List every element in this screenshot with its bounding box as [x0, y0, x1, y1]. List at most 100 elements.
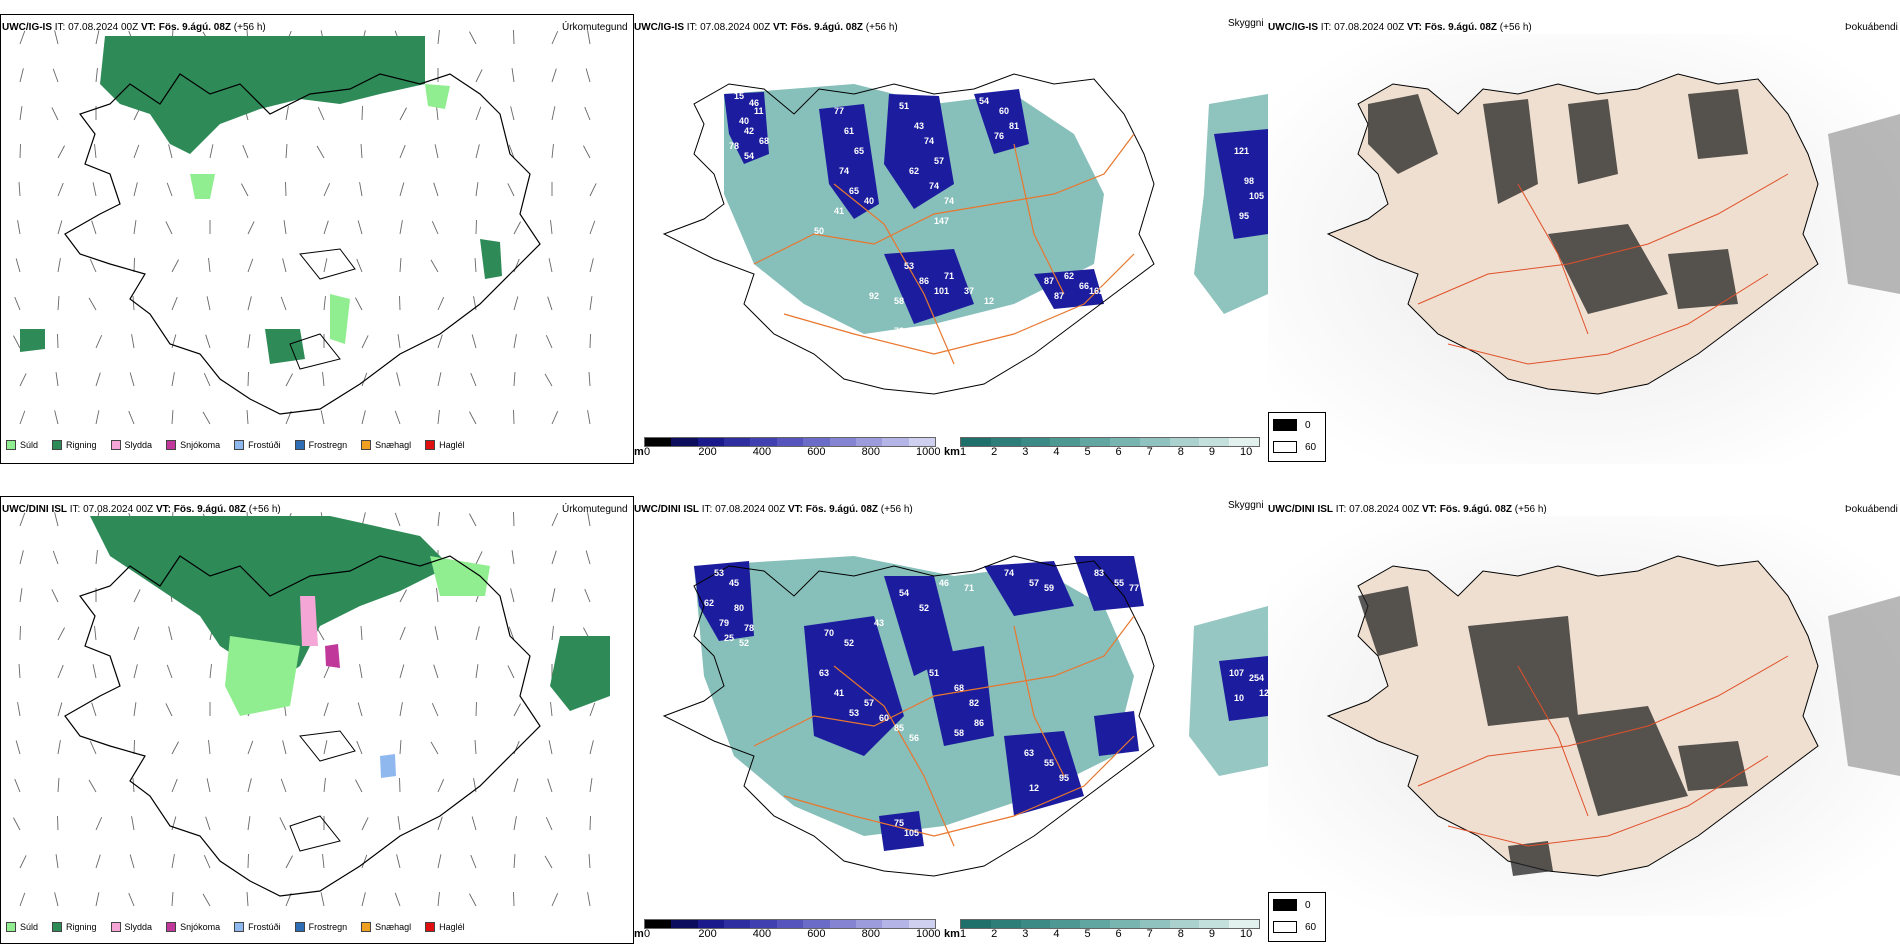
legend-item: Frostregn	[294, 440, 347, 450]
wind-barb	[475, 69, 483, 83]
colorbar-segment	[1050, 438, 1081, 446]
wind-barb	[13, 817, 21, 831]
wind-barb	[436, 588, 439, 603]
cloud-base-value: 61	[844, 126, 854, 136]
wind-barb	[513, 816, 517, 831]
cloud-base-value: 105	[1249, 191, 1264, 201]
legend-swatch	[361, 440, 372, 450]
colorbar-segment	[1199, 438, 1230, 446]
cloud-base-unit-top: m	[634, 446, 644, 458]
iceland-coastline	[662, 73, 1155, 395]
glacier-outline	[289, 333, 341, 370]
wind-barb	[585, 550, 591, 565]
wind-barb	[357, 702, 363, 717]
wind-barb	[95, 335, 103, 349]
cloud-base-value: 71	[964, 583, 974, 593]
wind-barb	[544, 855, 553, 869]
cloud-base-value: 55	[1044, 758, 1054, 768]
cloud-base-value: 74	[929, 181, 939, 191]
wind-barb	[133, 220, 137, 235]
wind-barb	[57, 258, 61, 273]
cloud-base-value: 87	[1044, 276, 1054, 286]
wind-barb	[57, 296, 60, 311]
wind-barb	[588, 372, 591, 387]
wind-barb	[242, 144, 249, 159]
cloud-base-ticks-top: 0 200 400 600 800 1000	[644, 446, 940, 460]
cloud-base-value: 60	[999, 106, 1009, 116]
wind-barb	[322, 854, 325, 869]
precip-type-tag-top: Úrkomutegund	[562, 22, 628, 33]
cloud-base-value: 79	[719, 618, 729, 628]
legend-swatch	[234, 440, 245, 450]
colorbar-segment	[882, 920, 909, 928]
wind-barb	[171, 334, 177, 349]
wind-barb	[551, 144, 554, 159]
wind-barb	[133, 664, 138, 679]
wind-barb	[203, 855, 211, 869]
wind-barb	[18, 664, 21, 679]
wind-barb	[166, 664, 173, 679]
legend-label: Snjókoma	[180, 440, 221, 450]
cloud-base-value: 46	[749, 98, 759, 108]
legend-item: Slydda	[110, 440, 153, 450]
legend-label: Haglél	[439, 922, 465, 932]
wind-barb	[13, 335, 21, 349]
panel-title-cloud-bottom: UWC/DINI ISL IT: 07.08.2024 00Z VT: Fös.…	[634, 504, 913, 515]
wind-barb	[475, 144, 480, 159]
legend-item: Snjókoma	[166, 440, 220, 450]
wind-barb	[15, 740, 21, 755]
wind-barb	[513, 372, 516, 387]
wind-barb	[95, 854, 101, 869]
cloud-base-area	[1034, 269, 1104, 309]
wind-barb	[241, 183, 249, 197]
colorbar-segment	[1229, 920, 1259, 928]
wind-barb	[436, 106, 439, 121]
cloud-base-value: 87	[1054, 291, 1064, 301]
cloud-base-value: 59	[1044, 583, 1054, 593]
wind-barb	[551, 550, 557, 565]
cloud-base-value: 60	[879, 713, 889, 723]
colorbar-tick: 7	[1146, 446, 1153, 458]
wind-barb	[589, 702, 596, 717]
cloud-base-value: 40	[739, 116, 749, 126]
colorbar-tick: 3	[1022, 446, 1029, 458]
cloud-base-value: 71	[944, 271, 954, 281]
legend-swatch	[294, 440, 305, 450]
wind-barb	[437, 297, 445, 311]
wind-barb	[513, 334, 517, 349]
wind-barb	[551, 411, 559, 425]
cloud-base-value: 50	[814, 226, 824, 236]
wind-barb	[475, 664, 479, 679]
cloud-base-value: 77	[834, 106, 844, 116]
wind-barb	[475, 106, 482, 121]
wind-barb	[323, 296, 326, 311]
legend-item: Súld	[6, 440, 38, 450]
wind-barb	[320, 892, 325, 907]
cloud-base-value: 41	[834, 688, 844, 698]
colorbar-tick: 3	[1022, 928, 1029, 940]
cloud-base-value: 65	[854, 146, 864, 156]
cloud-base-value: 68	[954, 683, 964, 693]
wind-barb	[57, 145, 65, 159]
wind-barb	[91, 220, 97, 235]
wind-barb	[474, 740, 477, 755]
cloud-base-value: 54	[979, 96, 989, 106]
cloud-base-value: 68	[759, 136, 769, 146]
precip-type-tag-bottom: Úrkomutegund	[562, 504, 628, 515]
precip-panel-top	[0, 14, 634, 464]
legend-label: Slydda	[124, 440, 153, 450]
legend-swatch	[52, 440, 63, 450]
colorbar-tick: 200	[698, 446, 717, 458]
wind-barb	[171, 854, 175, 869]
colorbar-tick: 1000	[916, 928, 941, 940]
wind-barb	[360, 144, 363, 159]
colorbar-segment	[697, 920, 725, 928]
colorbar-segment	[961, 438, 991, 446]
wind-barb	[323, 740, 328, 755]
colorbar-tick: 5	[1084, 928, 1091, 940]
wind-barb	[361, 854, 368, 869]
wind-barb	[589, 258, 594, 273]
wind-barb	[203, 373, 211, 387]
wind-barb	[430, 259, 439, 273]
colorbar-tick: 1000	[916, 446, 941, 458]
